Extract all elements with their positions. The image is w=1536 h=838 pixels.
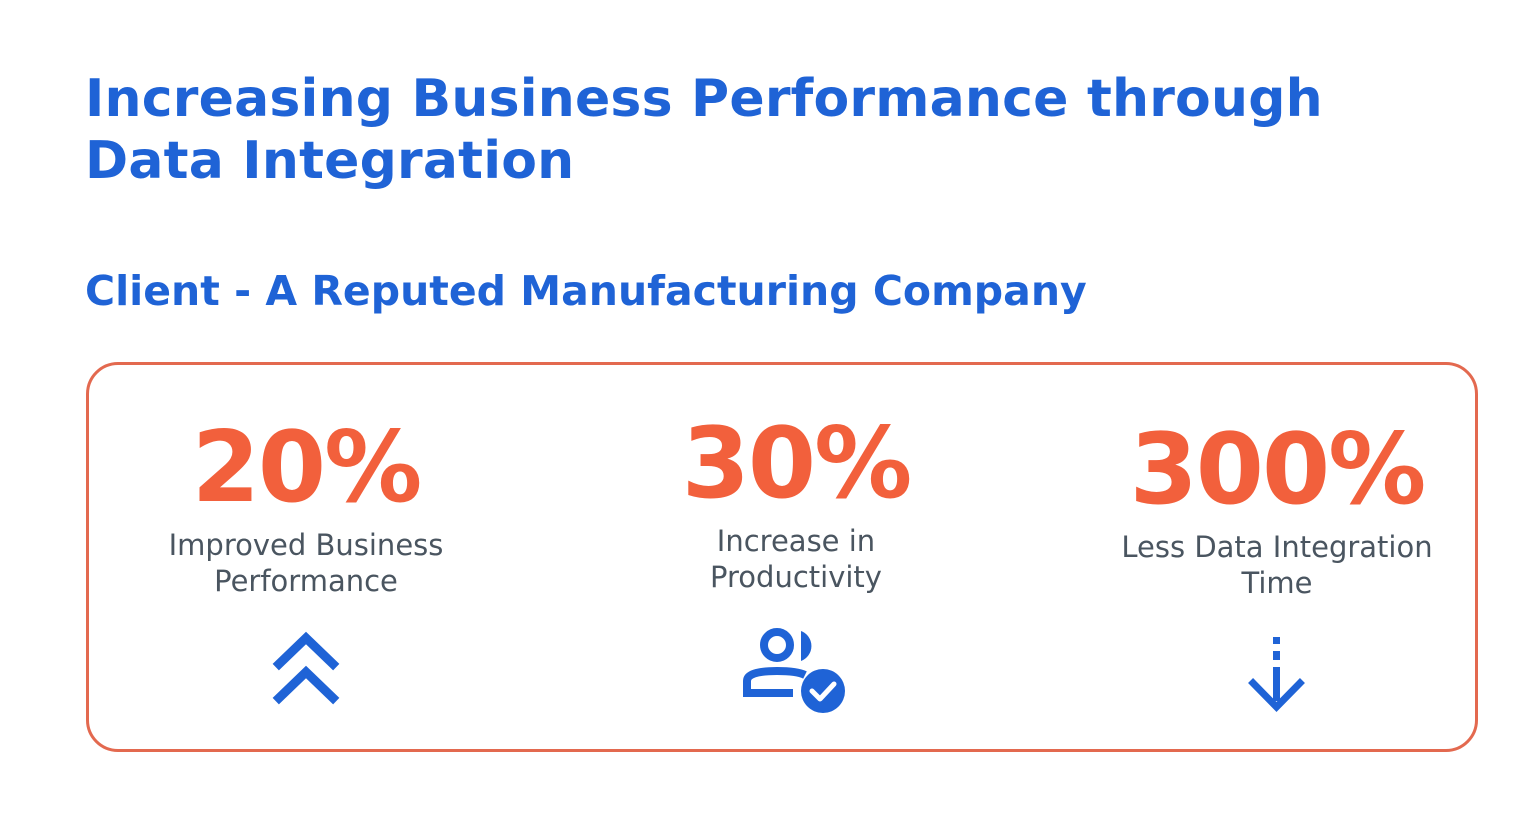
client-subtitle: Client - A Reputed Manufacturing Company: [85, 267, 1087, 315]
stat-value: 30%: [681, 407, 913, 521]
stat-business-performance: 20% Improved Business Performance: [86, 411, 526, 705]
stat-value: 20%: [191, 411, 423, 525]
stat-value: 300%: [1129, 413, 1427, 527]
title-line-1: Increasing Business Performance through: [85, 69, 1323, 129]
page-title: Increasing Business Performance through …: [85, 68, 1465, 192]
double-chevron-up-icon: [271, 628, 341, 712]
dashed-arrow-down-icon: [1247, 635, 1307, 719]
stats-card: 20% Improved Business Performance 30% In…: [86, 362, 1478, 752]
stat-label: Increase in Productivity: [710, 524, 882, 594]
user-check-icon: [741, 623, 851, 723]
title-line-2: Data Integration: [85, 131, 575, 191]
stat-label: Less Data Integration Time: [1121, 530, 1433, 600]
stat-label: Improved Business Performance: [168, 528, 444, 598]
stat-productivity: 30% Increase in Productivity: [576, 407, 1016, 713]
stat-integration-time: 300% Less Data Integration Time: [1057, 413, 1497, 713]
